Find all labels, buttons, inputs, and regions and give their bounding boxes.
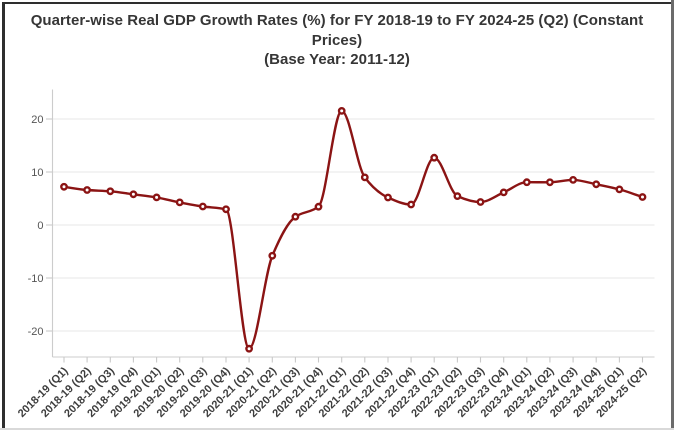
- svg-text:20: 20: [31, 114, 43, 126]
- svg-text:-10: -10: [28, 273, 44, 285]
- svg-text:0: 0: [37, 220, 43, 232]
- svg-text:10: 10: [31, 167, 43, 179]
- svg-text:-20: -20: [28, 326, 44, 338]
